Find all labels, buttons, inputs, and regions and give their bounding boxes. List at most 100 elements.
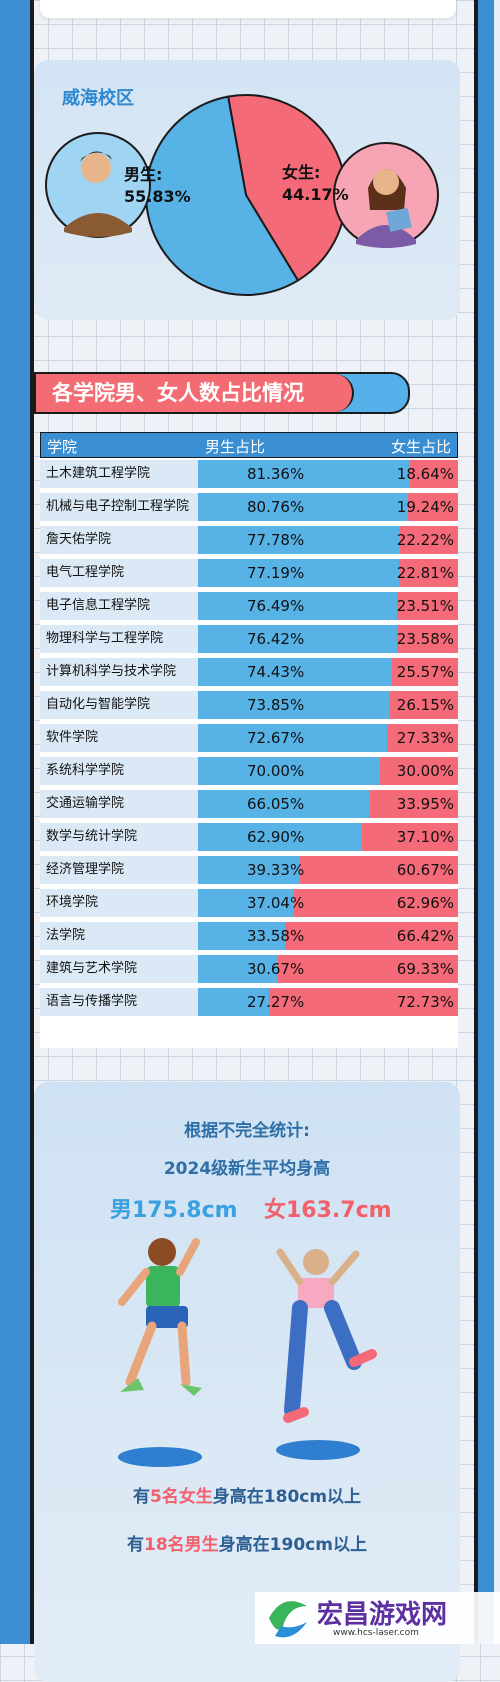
campus-label: 威海校区 [62,88,134,109]
fact2-pre: 有 [127,1535,145,1555]
table-row: 电子信息工程学院 76.49% 23.51% [40,592,458,620]
students-illustration [118,1238,377,1467]
male-pct-value: 55.83% [124,187,191,206]
stat-subtitle: 2024级新生平均身高 [163,1159,331,1179]
male-value-label: 81.36% [247,465,305,483]
female-value-label: 33.95% [396,795,454,813]
female-bar [380,757,458,785]
male-bar [198,757,380,785]
table-row: 机械与电子控制工程学院 80.76% 19.24% [40,493,458,521]
female-bar [285,922,458,950]
female-value-label: 25.57% [396,663,454,681]
college-name: 系统科学学院 [40,757,198,785]
table-row: 数学与统计学院 62.90% 37.10% [40,823,458,851]
fact-female-tall: 有5名女生身高在180cm以上 [34,1482,460,1507]
male-value-label: 30.67% [247,960,305,978]
female-bar [390,691,458,719]
female-bar [387,724,458,752]
table-row: 经济管理学院 39.33% 60.67% [40,856,458,884]
male-bar [198,889,294,917]
stat-intro: 根据不完全统计: [184,1121,310,1141]
male-bar [198,493,408,521]
college-name: 法学院 [40,922,198,950]
college-name: 詹天佑学院 [40,526,198,554]
fact1-pre: 有 [132,1487,150,1507]
female-bar [300,856,458,884]
college-name: 数学与统计学院 [40,823,198,851]
male-value-label: 66.05% [247,795,305,813]
fact-male-tall: 有18名男生身高在190cm以上 [34,1530,460,1555]
male-bar [198,559,399,587]
section-title-banner: 各学院男、女人数占比情况 [34,372,410,414]
table-row: 土木建筑工程学院 81.36% 18.64% [40,460,458,488]
table-row: 建筑与艺术学院 30.67% 69.33% [40,955,458,983]
male-bar [198,856,300,884]
college-name: 机械与电子控制工程学院 [40,493,198,521]
section-title: 各学院男、女人数占比情况 [36,374,354,412]
watermark-text: 宏昌游戏网 [317,1600,448,1630]
left-frame-line [30,0,34,1644]
male-value-label: 73.85% [247,696,305,714]
boy-running-icon [118,1238,202,1396]
female-value-label: 22.22% [396,531,454,549]
female-value-label: 62.96% [396,894,454,912]
table-row: 法学院 33.58% 66.42% [40,922,458,950]
college-name: 经济管理学院 [40,856,198,884]
female-bar [410,460,458,488]
table-row: 物理科学与工程学院 76.42% 23.58% [40,625,458,653]
male-bar [198,691,390,719]
male-value-label: 33.58% [247,927,305,945]
fact2-highlight: 18名男生 [144,1535,219,1555]
male-bar [198,790,370,818]
female-value-label: 60.67% [396,861,454,879]
male-bar [198,658,392,686]
male-bar [198,460,410,488]
college-name: 土木建筑工程学院 [40,460,198,488]
female-pct-label: 女生: 44.17% [282,162,349,206]
pie-slice-male [145,95,300,296]
table-header: 学院 男生占比 女生占比 [40,432,458,458]
female-value-label: 18.64% [396,465,454,483]
male-value-label: 27.27% [247,993,305,1011]
male-label: 男生: [124,165,163,184]
table-row: 计算机科学与技术学院 74.43% 25.57% [40,658,458,686]
female-bar [400,526,458,554]
female-height: 女163.7cm [264,1198,392,1223]
girl-jumping-icon [276,1248,377,1423]
college-name: 自动化与智能学院 [40,691,198,719]
header-college: 学院 [47,438,78,456]
college-name: 环境学院 [40,889,198,917]
table-row: 系统科学学院 70.00% 30.00% [40,757,458,785]
pie-slices [145,94,347,296]
female-value-label: 26.15% [396,696,454,714]
right-frame-line [474,0,478,1644]
top-card-edge [40,0,456,18]
male-value-label: 37.04% [247,894,305,912]
watermark-logo-icon [269,1601,307,1638]
male-bar [198,922,285,950]
college-name: 计算机科学与技术学院 [40,658,198,686]
table-row: 环境学院 37.04% 62.96% [40,889,458,917]
male-bar [198,625,397,653]
table-row: 电气工程学院 77.19% 22.81% [40,559,458,587]
female-bar [399,559,458,587]
female-bar [408,493,458,521]
male-value-label: 74.43% [247,663,305,681]
fact2-post: 身高在190cm以上 [218,1535,367,1555]
college-name: 软件学院 [40,724,198,752]
fact1-highlight: 5名女生 [149,1487,213,1507]
male-pct-label: 男生: 55.83% [124,164,191,208]
right-frame-edge [494,0,500,1644]
college-name: 语言与传播学院 [40,988,198,1016]
female-value-label: 19.24% [396,498,454,516]
male-value-label: 80.76% [247,498,305,516]
female-bar [294,889,458,917]
college-name: 电子信息工程学院 [40,592,198,620]
table-row: 詹天佑学院 77.78% 22.22% [40,526,458,554]
girl-avatar-icon [333,142,439,248]
campus-card: 威海校区 男生: 55.83% 女生: 44.17% [34,60,460,320]
college-name: 交通运输学院 [40,790,198,818]
pie-slice-female [226,94,347,282]
male-bar [198,592,397,620]
fact1-post: 身高在180cm以上 [212,1487,362,1507]
